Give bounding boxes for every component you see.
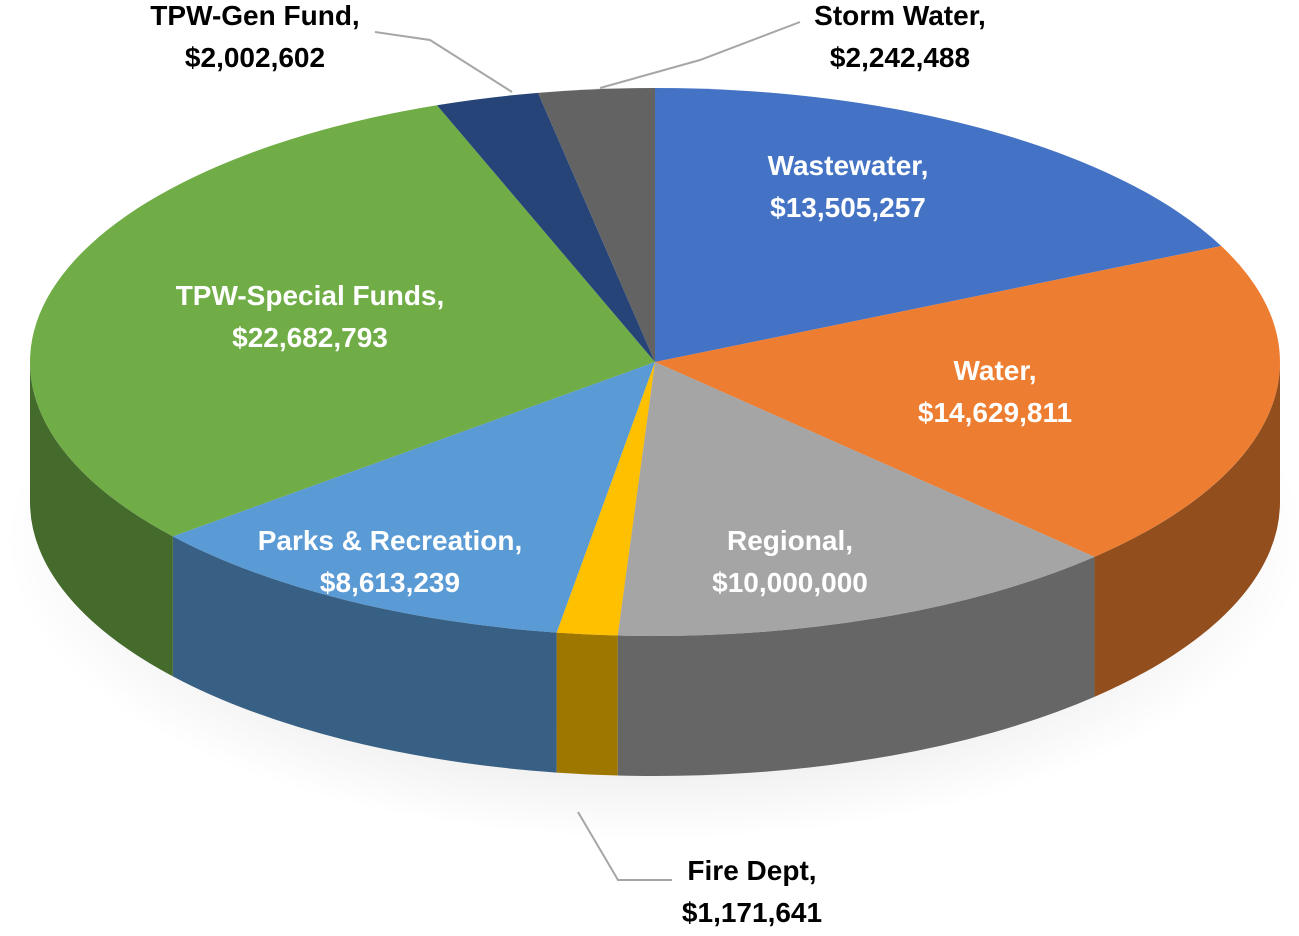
slice-side: [617, 556, 1095, 776]
slice: [538, 88, 655, 362]
leader-line: [374, 31, 513, 93]
label-category: Regional,: [727, 525, 853, 556]
label-value: $10,000,000: [712, 567, 868, 598]
label-value: $14,629,811: [918, 397, 1072, 428]
label-category: Storm Water,: [814, 0, 986, 31]
label-value: $2,242,488: [830, 42, 970, 73]
label-value: $8,613,239: [320, 567, 460, 598]
data-label: Wastewater, $13,505,257: [768, 150, 929, 223]
label-value: $13,505,257: [770, 192, 926, 223]
data-label: Water, $14,629,811: [918, 355, 1072, 428]
label-value: $1,171,641: [682, 897, 822, 928]
leader-line: [599, 21, 801, 89]
slice: [29, 105, 656, 537]
label-category: Parks & Recreation,: [258, 525, 523, 556]
data-label: TPW-Gen Fund, $2,002,602: [150, 0, 359, 73]
slice-side: [30, 362, 173, 677]
data-label: Storm Water, $2,242,488: [814, 0, 986, 73]
label-category: TPW-Gen Fund,: [150, 0, 359, 31]
label-category: Water,: [954, 355, 1037, 386]
data-label: Parks & Recreation, $8,613,239: [258, 525, 523, 598]
label-category: TPW-Special Funds,: [176, 280, 445, 311]
slice: [617, 362, 1095, 637]
data-label: TPW-Special Funds, $22,682,793: [176, 280, 445, 353]
slice: [655, 88, 1222, 362]
slice: [655, 246, 1280, 557]
data-label: Fire Dept, $1,171,641: [682, 855, 822, 928]
slice: [436, 92, 655, 362]
label-category: Wastewater,: [768, 150, 929, 181]
label-value: $2,002,602: [185, 42, 325, 73]
label-value: $22,682,793: [232, 322, 388, 353]
leader-line: [577, 811, 672, 881]
label-category: Fire Dept,: [687, 855, 816, 886]
slice-side: [1094, 362, 1280, 697]
data-label: Regional, $10,000,000: [712, 525, 868, 598]
slice-side: [556, 632, 618, 776]
slice: [556, 362, 655, 636]
slice: [172, 362, 655, 633]
slice-side: [172, 536, 557, 773]
